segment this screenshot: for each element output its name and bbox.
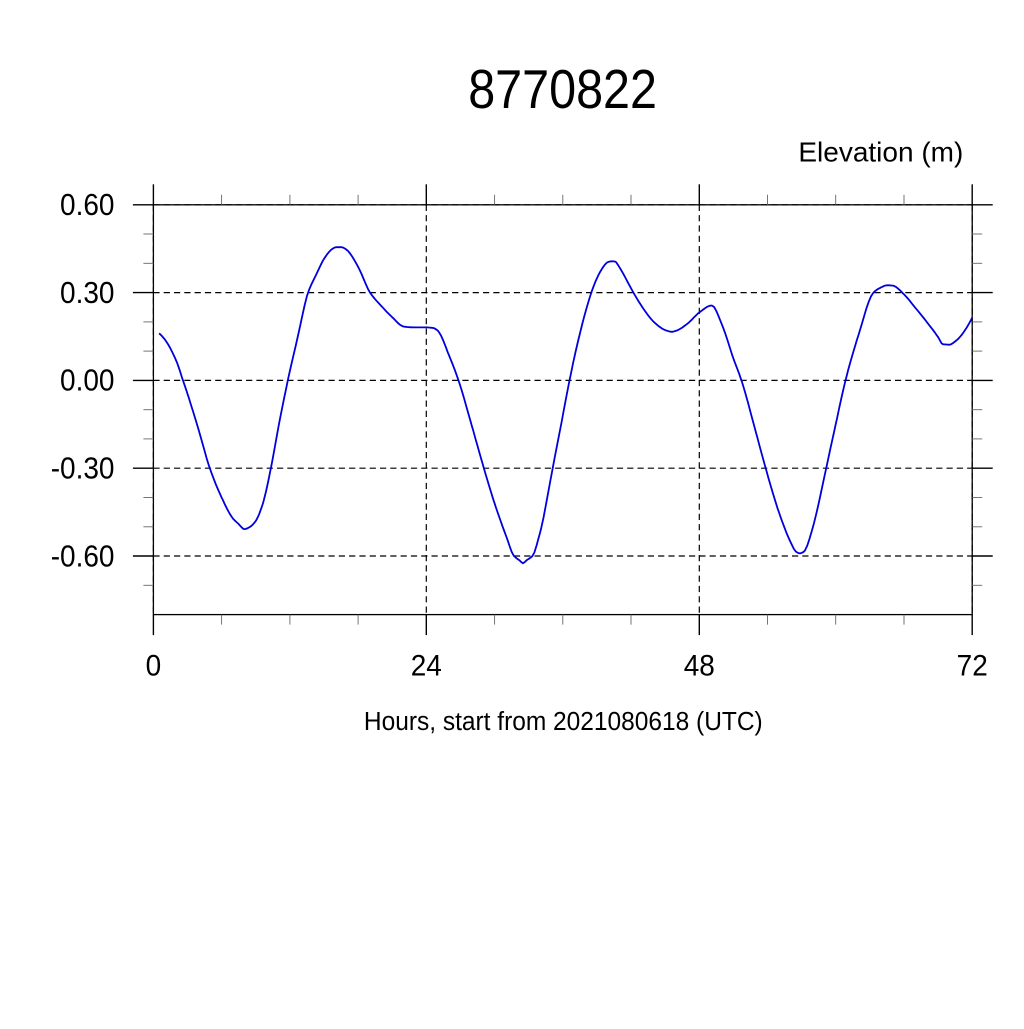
svg-text:0.30: 0.30	[60, 277, 114, 310]
svg-text:48: 48	[684, 650, 715, 683]
svg-text:0: 0	[146, 650, 162, 683]
svg-text:0.00: 0.00	[60, 365, 114, 398]
svg-text:24: 24	[411, 650, 442, 683]
svg-text:Elevation (m): Elevation (m)	[798, 136, 963, 167]
svg-text:-0.30: -0.30	[51, 453, 115, 486]
svg-text:0.60: 0.60	[60, 189, 114, 222]
svg-text:Hours, start from 2021080618 (: Hours, start from 2021080618 (UTC)	[364, 707, 763, 736]
svg-text:-0.60: -0.60	[51, 540, 115, 573]
svg-text:72: 72	[957, 650, 988, 683]
svg-text:8770822: 8770822	[468, 58, 657, 119]
